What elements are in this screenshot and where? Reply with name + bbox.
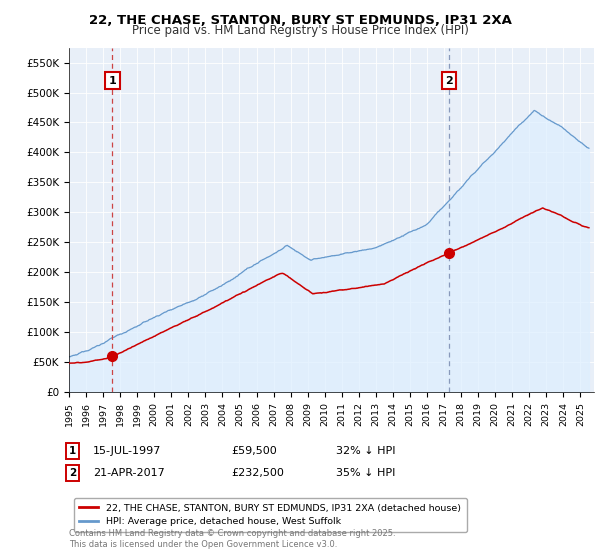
Text: Price paid vs. HM Land Registry's House Price Index (HPI): Price paid vs. HM Land Registry's House … <box>131 24 469 36</box>
Text: £59,500: £59,500 <box>231 446 277 456</box>
Text: 1: 1 <box>69 446 76 456</box>
Text: Contains HM Land Registry data © Crown copyright and database right 2025.
This d: Contains HM Land Registry data © Crown c… <box>69 529 395 549</box>
Text: 15-JUL-1997: 15-JUL-1997 <box>93 446 161 456</box>
Text: 21-APR-2017: 21-APR-2017 <box>93 468 165 478</box>
Text: 2: 2 <box>69 468 76 478</box>
Text: 32% ↓ HPI: 32% ↓ HPI <box>336 446 395 456</box>
Legend: 22, THE CHASE, STANTON, BURY ST EDMUNDS, IP31 2XA (detached house), HPI: Average: 22, THE CHASE, STANTON, BURY ST EDMUNDS,… <box>74 498 467 532</box>
Text: 2: 2 <box>445 76 453 86</box>
Text: 35% ↓ HPI: 35% ↓ HPI <box>336 468 395 478</box>
Text: 1: 1 <box>109 76 116 86</box>
Text: £232,500: £232,500 <box>231 468 284 478</box>
Text: 22, THE CHASE, STANTON, BURY ST EDMUNDS, IP31 2XA: 22, THE CHASE, STANTON, BURY ST EDMUNDS,… <box>89 14 511 27</box>
